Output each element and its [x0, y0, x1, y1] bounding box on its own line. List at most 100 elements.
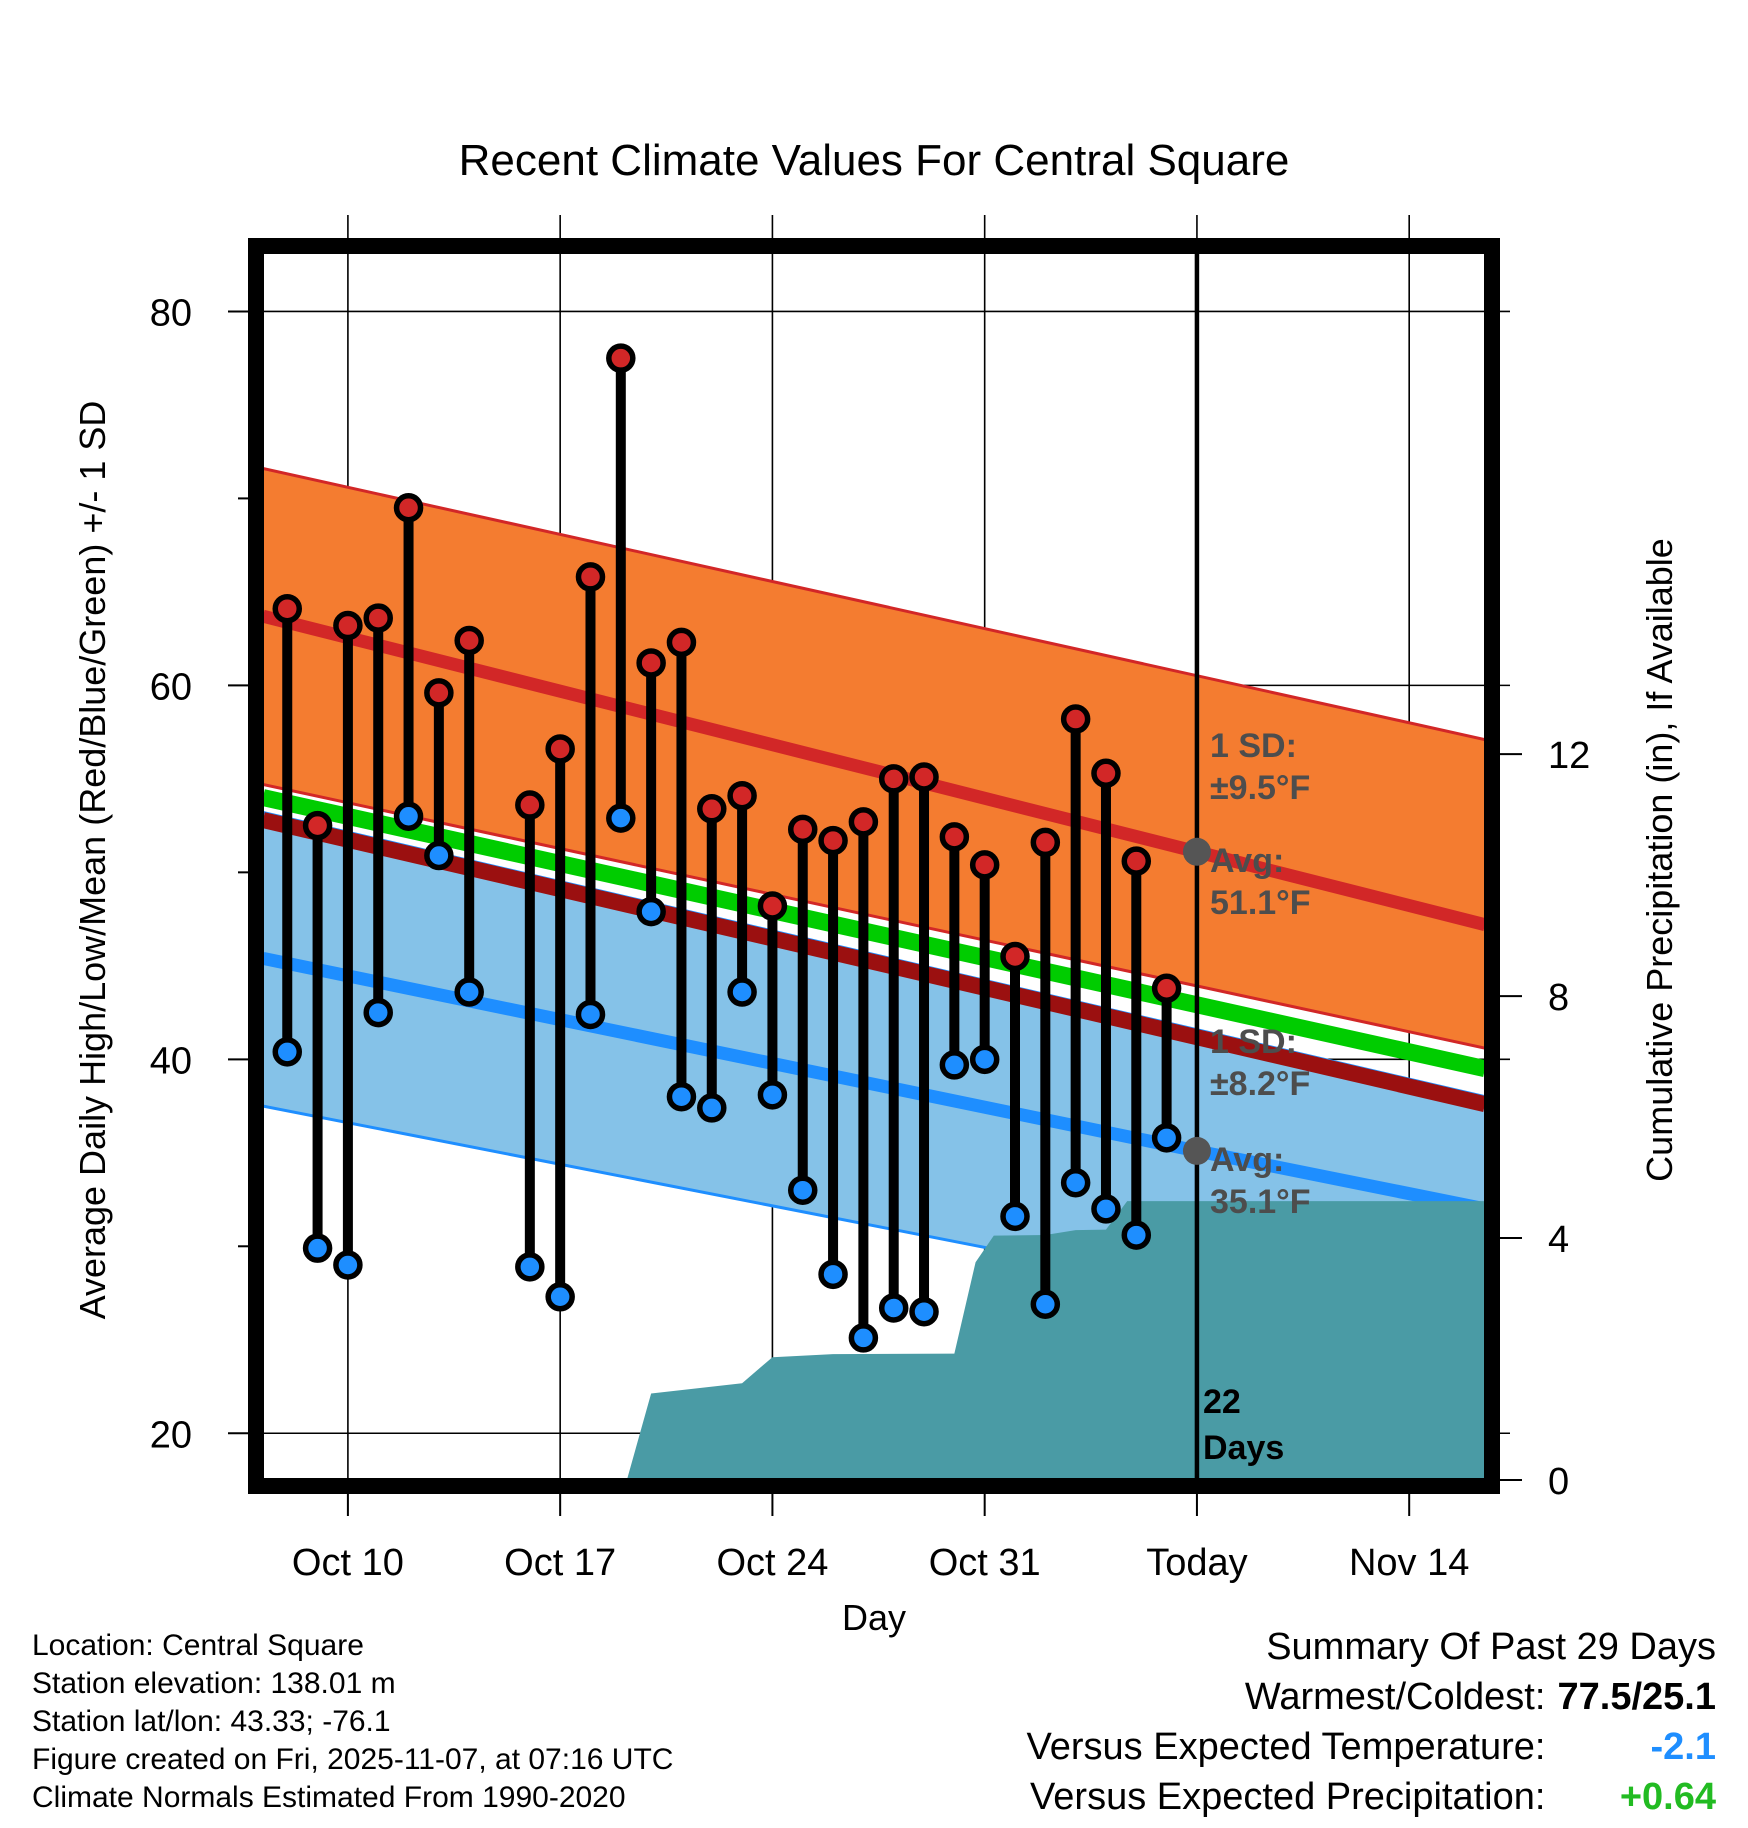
- obs-low-point: [363, 997, 393, 1028]
- obs-low-point: [787, 1175, 818, 1205]
- obs-low-point: [1000, 1201, 1030, 1232]
- high-upper-line: [263, 467, 1485, 742]
- obs-low-point: [1091, 1194, 1121, 1224]
- high-sd-label: 1 SD:: [1210, 727, 1297, 765]
- x-tick-label: Today: [1146, 1542, 1247, 1584]
- high-avg-value: 51.1°F: [1210, 884, 1311, 922]
- obs-high-point: [515, 790, 545, 820]
- obs-high-point: [454, 625, 484, 656]
- y-left-tick-label: 40: [150, 1040, 192, 1082]
- obs-high-point: [818, 825, 848, 856]
- normals-text: Climate Normals Estimated From 1990-2020: [32, 1781, 626, 1814]
- observations: [272, 343, 1182, 1353]
- obs-high-point: [545, 734, 575, 764]
- obs-low-point: [515, 1252, 545, 1282]
- y-left-tick-label: 20: [150, 1414, 192, 1456]
- station-info: Location: Central Square Station elevati…: [32, 1627, 673, 1817]
- obs-low-point: [818, 1259, 848, 1290]
- days-count: 22: [1203, 1383, 1241, 1421]
- obs-high-point: [848, 807, 879, 837]
- obs-low-point: [1151, 1123, 1182, 1153]
- precip-label: Versus Expected Precipitation:: [1030, 1776, 1546, 1818]
- temp-label: Versus Expected Temperature:: [1026, 1726, 1546, 1768]
- obs-high-point: [1091, 758, 1121, 789]
- x-tick-label: Oct 17: [504, 1542, 616, 1584]
- obs-high-point: [575, 562, 606, 592]
- obs-low-point: [393, 801, 424, 832]
- obs-high-point: [606, 343, 636, 373]
- summary-title: Summary Of Past 29 Days: [1266, 1626, 1716, 1668]
- summary-temp: Versus Expected Temperature: -2.1: [1027, 1722, 1716, 1772]
- obs-high-point: [727, 780, 757, 811]
- obs-low-point: [1121, 1220, 1152, 1250]
- obs-low-point: [302, 1233, 333, 1263]
- location-text: Location: Central Square: [32, 1629, 364, 1662]
- y-left-tick-label: 60: [150, 666, 192, 708]
- obs-high-point: [1121, 846, 1152, 876]
- obs-high-point: [939, 822, 970, 852]
- low-avg-dot: [1182, 1136, 1211, 1165]
- obs-high-point: [363, 603, 393, 633]
- created-text: Figure created on Fri, 2025-11-07, at 07…: [32, 1743, 674, 1776]
- obs-high-point: [787, 814, 818, 845]
- obs-low-point: [424, 840, 454, 871]
- obs-low-point: [1030, 1289, 1061, 1319]
- obs-low-point: [727, 977, 757, 1007]
- low-avg-value: 35.1°F: [1210, 1183, 1311, 1221]
- obs-high-point: [272, 593, 303, 624]
- obs-low-point: [939, 1050, 970, 1080]
- precip-fill: [626, 1201, 1485, 1480]
- x-tick-label: Nov 14: [1349, 1542, 1469, 1584]
- obs-low-point: [636, 896, 666, 927]
- high-avg-dot: [1182, 837, 1211, 866]
- obs-low-point: [545, 1282, 575, 1312]
- precip-value: +0.64: [1619, 1776, 1716, 1818]
- y-right-tick-label: 4: [1548, 1219, 1569, 1261]
- axes: 20 40 60 80 0 4 8 12 Oct 10 Oct 17 Oct 24 Oct 31 Tod…: [150, 292, 1591, 1584]
- obs-high-point: [1151, 973, 1182, 1004]
- obs-high-point: [969, 850, 1000, 880]
- low-avg-label: Avg:: [1210, 1141, 1284, 1179]
- y-right-tick-label: 8: [1548, 977, 1569, 1019]
- warm-cold-value: 77.5/25.1: [1557, 1676, 1716, 1718]
- high-avg-label: Avg:: [1210, 842, 1284, 880]
- days-label: Days: [1203, 1429, 1284, 1467]
- temp-value: -2.1: [1650, 1726, 1716, 1768]
- high-sd-band: [263, 468, 1485, 1049]
- plot-frame: [248, 238, 1500, 1494]
- obs-low-point: [606, 803, 636, 833]
- x-axis-label: Day: [842, 1597, 906, 1638]
- obs-low-point: [878, 1293, 909, 1323]
- obs-low-point: [909, 1296, 939, 1327]
- obs-high-point: [909, 762, 939, 792]
- obs-low-point: [272, 1037, 303, 1067]
- chart-title: Recent Climate Values For Central Square: [459, 136, 1290, 185]
- obs-high-point: [878, 764, 909, 794]
- obs-low-point: [454, 977, 484, 1007]
- obs-high-point: [393, 493, 424, 523]
- obs-low-point: [697, 1093, 727, 1123]
- obs-high-point: [424, 678, 454, 708]
- obs-low-point: [333, 1250, 363, 1280]
- today-line: [1182, 246, 1211, 1480]
- obs-high-point: [636, 648, 666, 678]
- obs-high-point: [697, 794, 727, 824]
- summary-precip: Versus Expected Precipitation: +0.64: [1027, 1772, 1716, 1822]
- obs-high-point: [333, 610, 363, 641]
- obs-low-point: [848, 1323, 879, 1353]
- obs-low-point: [1060, 1167, 1091, 1198]
- x-tick-label: Oct 10: [292, 1542, 404, 1584]
- obs-low-point: [666, 1081, 697, 1112]
- obs-high-point: [1060, 704, 1091, 734]
- obs-high-point: [757, 891, 788, 921]
- annotations: 1 SD: ±9.5°F Avg: 51.1°F 1 SD: ±8.2°F Av…: [1203, 727, 1311, 1467]
- y-axis-right-label: Cumulative Precipitation (in), If Availa…: [1639, 538, 1680, 1182]
- x-tick-label: Oct 24: [716, 1542, 828, 1584]
- obs-low-point: [757, 1080, 788, 1110]
- low-sd-label: 1 SD:: [1210, 1023, 1297, 1061]
- low-sd-value: ±8.2°F: [1210, 1065, 1310, 1103]
- y-axis-left-label: Average Daily High/Low/Mean (Red/Blue/Gr…: [72, 401, 113, 1320]
- obs-low-point: [575, 999, 606, 1030]
- x-tick-label: Oct 31: [929, 1542, 1041, 1584]
